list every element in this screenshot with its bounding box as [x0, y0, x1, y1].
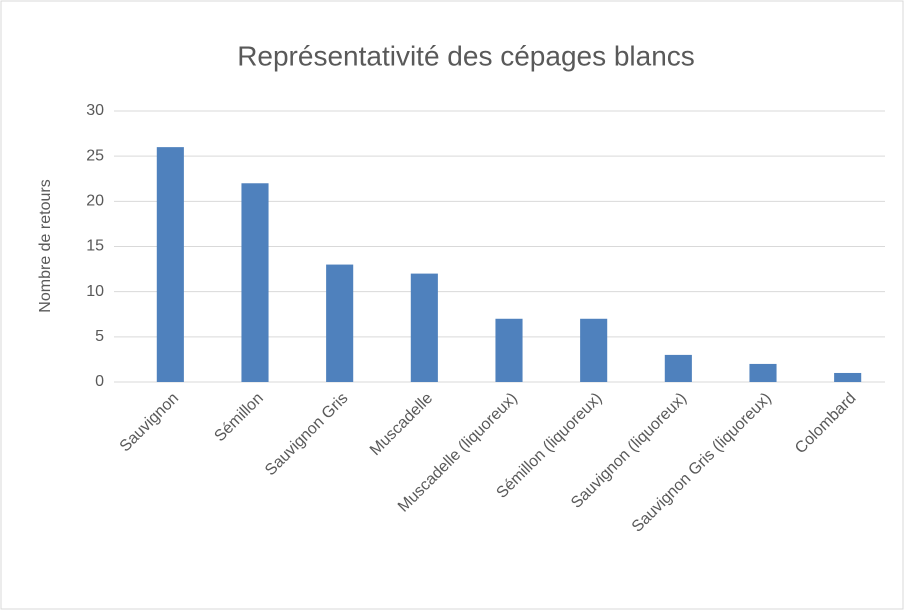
y-tick-label: 20 [86, 193, 104, 210]
bar [156, 147, 184, 382]
bar [664, 354, 692, 382]
y-tick-label: 0 [95, 373, 104, 390]
y-tick-label: 25 [86, 147, 104, 164]
chart-title: Représentativité des cépages blancs [237, 40, 695, 71]
y-axis-label: Nombre de retours [37, 179, 54, 312]
y-tick-label: 10 [86, 283, 104, 300]
y-tick-label: 5 [95, 328, 104, 345]
bar [749, 363, 777, 382]
bar [326, 264, 354, 382]
bar [241, 183, 269, 382]
y-tick-label: 15 [86, 238, 104, 255]
y-tick-label: 30 [86, 102, 104, 119]
bar [495, 318, 523, 382]
bar [410, 273, 438, 382]
bar [580, 318, 608, 382]
bar [834, 372, 862, 382]
